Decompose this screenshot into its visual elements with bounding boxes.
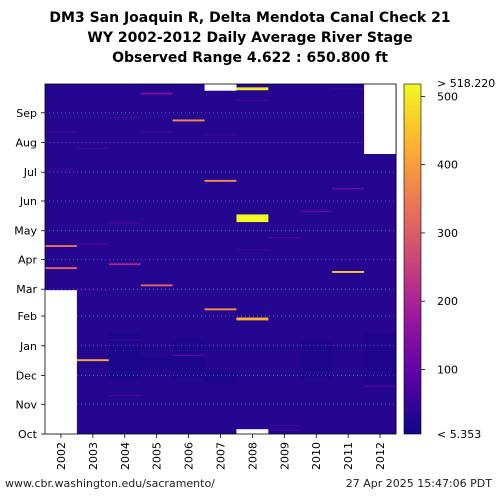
y-tick-label: Oct (18, 428, 38, 441)
colorbar: 100 200 300 400 500> 518.220 < 5.353 (403, 77, 495, 441)
heatmap-cell (45, 169, 77, 171)
colorbar-tick-label: 400 (437, 159, 458, 172)
heatmap-column-2003 (76, 84, 110, 434)
heatmap-cell (76, 147, 109, 149)
heatmap-cell (45, 267, 77, 270)
footer-timestamp: 27 Apr 2025 15:47:06 PDT (345, 477, 492, 490)
heatmap-patch (364, 333, 396, 387)
y-tick-label: Jul (23, 166, 37, 179)
colorbar-tick-label: 100 (437, 363, 458, 376)
heatmap-cell (236, 317, 269, 321)
x-axis: 2002 2003 2004 2005 2006 2007 2008 2009 2010 2011… (55, 434, 387, 470)
y-tick-label: Sep (16, 107, 37, 120)
x-tick-label: 2005 (151, 442, 164, 470)
x-tick-label: 2012 (374, 442, 387, 470)
colorbar-tick-label: 300 (437, 227, 458, 240)
missing-data-block (364, 84, 396, 154)
missing-data-block (236, 429, 269, 434)
x-tick-label: 2010 (310, 442, 323, 470)
chart-title-line-1: DM3 San Joaquin R, Delta Mendota Canal C… (49, 10, 451, 26)
heatmap-patch (108, 333, 141, 382)
y-tick-label: Aug (16, 136, 37, 149)
heatmap-patch (204, 370, 237, 384)
y-tick-label: Nov (16, 398, 38, 411)
plot-area (44, 83, 397, 435)
x-tick-label: 2009 (278, 442, 291, 470)
heatmap-cell (108, 222, 141, 224)
heatmap-column-2010 (300, 84, 333, 434)
heatmap-cell (364, 385, 396, 387)
heatmap-column-2005 (140, 84, 174, 434)
heatmap-cell (268, 236, 301, 239)
heatmap-cell (204, 134, 237, 136)
chart-title-line-2: WY 2002-2012 Daily Average River Stage (87, 30, 413, 46)
heatmap-cell (332, 187, 365, 190)
colorbar-tick-label: 500 (437, 90, 458, 103)
heatmap-cell (108, 339, 141, 341)
x-tick-label: 2002 (55, 442, 68, 470)
y-axis: Oct Nov Dec Jan Feb Mar Apr May Jun Jul Aug Sep (14, 107, 45, 441)
missing-data-block (45, 290, 77, 434)
colorbar-tick-label: 200 (437, 295, 458, 308)
heatmap-column-2008 (236, 84, 269, 434)
heatmap-column-2006 (172, 84, 206, 434)
heatmap-cell (45, 245, 77, 248)
heatmap-patch (300, 340, 333, 379)
footer-source-url: www.cbr.washington.edu/sacramento/ (5, 477, 215, 490)
y-tick-label: Feb (18, 310, 37, 323)
missing-data-block (204, 84, 237, 91)
heatmap-cell (76, 289, 109, 291)
chart-title-line-3: Observed Range 4.622 : 650.800 ft (112, 50, 388, 66)
heatmap-cell (45, 131, 77, 133)
colorbar-bar (403, 83, 422, 435)
heatmap-column-2011 (332, 84, 365, 434)
heatmap-cell (236, 249, 269, 251)
heatmap-cell (108, 395, 141, 397)
heatmap-cell (140, 92, 173, 95)
heatmap-cell (268, 429, 301, 431)
heatmap-cell (172, 119, 205, 122)
heatmap-cell (108, 116, 141, 119)
colorbar-min-label: < 5.353 (437, 428, 481, 441)
y-tick-label: Dec (16, 370, 37, 383)
colorbar-max-label: > 518.220 (437, 77, 495, 90)
y-tick-label: Mar (16, 283, 37, 296)
heatmap-column-2009 (268, 84, 301, 434)
heatmap-cell (108, 263, 141, 266)
heatmap-cell (236, 99, 269, 101)
heatmap-cell (236, 87, 269, 91)
y-tick-label: Jun (19, 195, 37, 208)
x-tick-label: 2004 (119, 442, 132, 470)
heatmap-patch (172, 338, 205, 379)
heatmap-cell (332, 270, 365, 273)
heatmap-cell (236, 214, 269, 223)
y-tick-label: May (14, 225, 37, 238)
heatmap-column-2004 (108, 84, 142, 434)
heatmap-patch (140, 357, 173, 369)
heatmap-cell (204, 308, 237, 311)
y-tick-label: Jan (19, 340, 37, 353)
x-tick-label: 2011 (342, 442, 355, 470)
heatmap-cell (268, 424, 301, 426)
heatmap-cell (332, 88, 365, 90)
heatmap-cell (204, 179, 237, 182)
x-tick-label: 2006 (183, 442, 196, 470)
heatmap-cell (76, 359, 109, 362)
y-tick-label: Apr (18, 253, 38, 266)
heatmap-cell (300, 210, 333, 213)
x-tick-label: 2003 (87, 442, 100, 470)
heatmap-cell (172, 354, 205, 356)
heatmap-cell (76, 243, 109, 245)
heatmap-cell (140, 284, 173, 287)
heatmap-cell (140, 131, 173, 133)
x-tick-label: 2007 (215, 442, 228, 470)
x-tick-label: 2008 (246, 442, 259, 470)
